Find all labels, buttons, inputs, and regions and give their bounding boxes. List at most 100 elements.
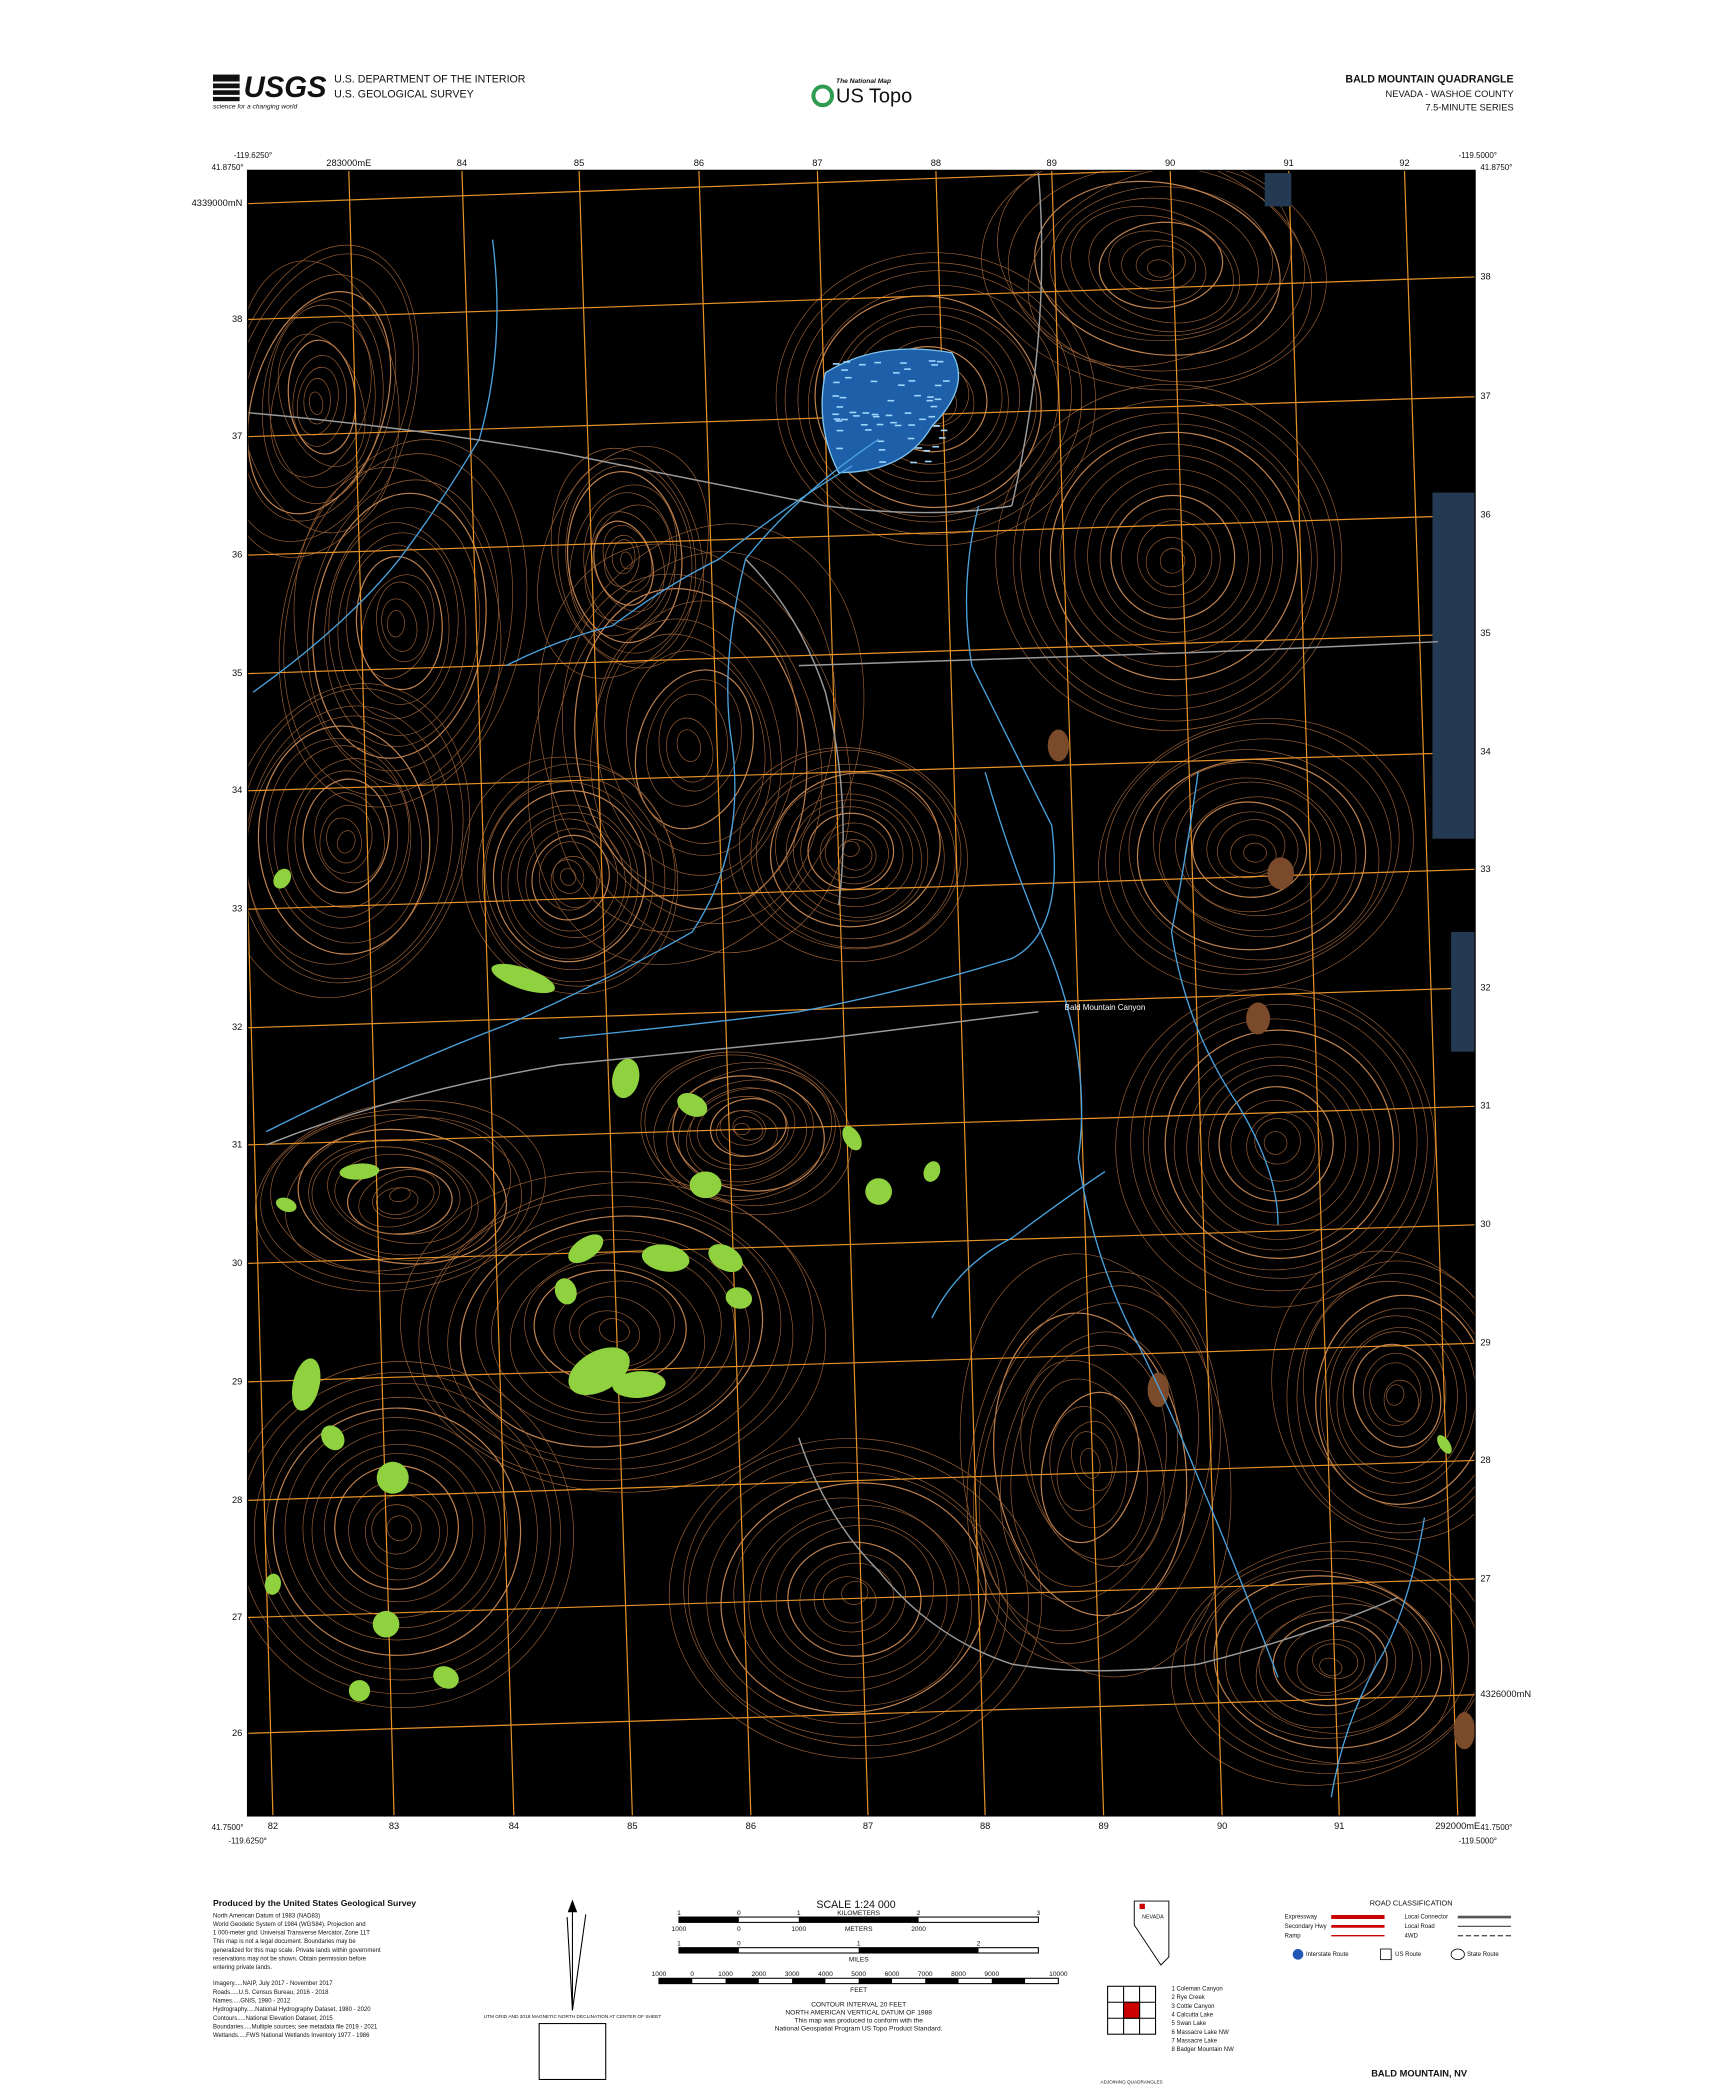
grid-label: 38 — [232, 314, 242, 324]
contour-line — [814, 295, 1042, 509]
contour-line — [507, 812, 632, 949]
grid-label: 92 — [1399, 158, 1409, 168]
contour-line — [247, 715, 439, 965]
contour-line — [750, 763, 956, 949]
contour-line — [678, 1079, 814, 1186]
contour-line — [308, 391, 324, 415]
contour-line — [1099, 483, 1249, 633]
road-class: Local Road — [1404, 1924, 1434, 1930]
state-name: NEVADA — [1142, 1914, 1164, 1920]
contour-line — [1315, 1294, 1476, 1505]
road-class: Ramp — [1285, 1933, 1302, 1939]
contour-line — [303, 378, 331, 425]
contour-line — [966, 1271, 1221, 1664]
stream — [265, 438, 880, 1133]
contour-line — [260, 1108, 533, 1284]
contour-line — [683, 1447, 1029, 1747]
adjoining-quad: 5 Swan Lake — [1172, 2021, 1207, 2027]
contour-line — [819, 822, 889, 885]
credit-line: entering private lands. — [213, 1965, 272, 1971]
grid-label: 89 — [1098, 1821, 1108, 1831]
contour-line — [1087, 468, 1261, 643]
contour-line — [1158, 777, 1342, 931]
credit-line: This map is not a legal document. Bounda… — [213, 1939, 356, 1945]
agency-name: U.S. DEPARTMENT OF THE INTERIOR — [334, 74, 526, 86]
contour-line — [1208, 1075, 1346, 1214]
contour-line — [525, 828, 618, 932]
contour-line — [1148, 1018, 1400, 1271]
playa — [1451, 931, 1476, 1052]
contour-line — [1296, 1639, 1365, 1693]
contour-line — [775, 782, 929, 922]
contour-line — [376, 581, 429, 663]
barcode — [1653, 1903, 1689, 2077]
grid-label: 87 — [812, 158, 822, 168]
contour-line — [327, 1146, 472, 1244]
grid-label: 90 — [1165, 158, 1175, 168]
contour-line — [500, 804, 639, 960]
contour-line — [537, 446, 709, 679]
grid-label: 29 — [1480, 1338, 1490, 1348]
contour-line — [1329, 1315, 1467, 1484]
adjoining-quad: 3 Cottle Canyon — [1172, 2004, 1215, 2010]
stream — [252, 239, 498, 693]
place-name: Bald Mountain Canyon — [1065, 1003, 1146, 1012]
grid-label: 91 — [1284, 158, 1294, 168]
contour-line — [557, 458, 697, 664]
stream — [1170, 772, 1279, 1225]
vegetation — [291, 1358, 321, 1411]
vegetation — [689, 1171, 722, 1199]
grid-label: 30 — [232, 1258, 242, 1268]
corner-coordinate: -119.5000° — [1458, 151, 1497, 160]
scale-unit: METERS — [845, 1926, 873, 1933]
contour-line — [283, 453, 514, 796]
vegetation — [264, 1573, 281, 1595]
contour-line — [775, 252, 1096, 546]
grid-label: 88 — [980, 1821, 990, 1831]
contour-line — [1230, 834, 1277, 874]
grid-label: 91 — [1334, 1821, 1344, 1831]
grid-label: 28 — [232, 1495, 242, 1505]
grid-label: 86 — [694, 158, 704, 168]
lava-area — [1267, 857, 1295, 890]
contour-line — [1171, 1541, 1476, 1786]
vegetation — [612, 1371, 666, 1398]
contour-line — [574, 588, 808, 910]
declination-diagram — [538, 1899, 607, 2081]
grid-label: 86 — [746, 1821, 756, 1831]
contour-line — [706, 1472, 1000, 1724]
contour-line — [676, 729, 701, 762]
grid-label: 84 — [457, 158, 467, 168]
corner-coordinate: 41.7500° — [212, 1823, 244, 1832]
credit-line: North American Datum of 1983 (NAD83) — [213, 1913, 320, 1919]
contour-line — [981, 170, 1327, 391]
road — [265, 1011, 1039, 1146]
contour-line — [324, 1453, 474, 1603]
contour-line — [973, 1285, 1214, 1645]
contour-line — [552, 859, 585, 894]
contour-line — [1386, 1384, 1405, 1406]
contour-line — [400, 1171, 827, 1493]
scale-tick: 1000 — [718, 1971, 733, 1978]
contour-line — [1145, 537, 1196, 588]
vegetation — [611, 1058, 640, 1099]
contour-line — [292, 355, 347, 447]
stream — [1330, 1517, 1426, 1798]
grid-label: 35 — [232, 668, 242, 678]
lava-area — [1453, 1712, 1476, 1750]
contour-line — [257, 725, 431, 955]
contour-line — [1197, 1065, 1359, 1226]
vegetation — [708, 1244, 743, 1273]
grid-label: 28 — [1480, 1455, 1490, 1465]
contour-line — [1029, 1378, 1148, 1560]
route-shield-label: US Route — [1395, 1952, 1422, 1958]
contour-line — [1060, 197, 1259, 337]
source-line: Imagery.....NAIP, July 2017 - November 2… — [213, 1981, 333, 1987]
contour-line — [668, 1438, 1042, 1759]
utm-grid-line — [247, 751, 1476, 792]
contour-line — [287, 758, 410, 918]
source-line: Hydrography.....National Hydrography Dat… — [213, 2007, 371, 2013]
contour-line — [531, 834, 610, 921]
contour-line — [1059, 443, 1283, 667]
contour-line — [311, 1146, 479, 1256]
